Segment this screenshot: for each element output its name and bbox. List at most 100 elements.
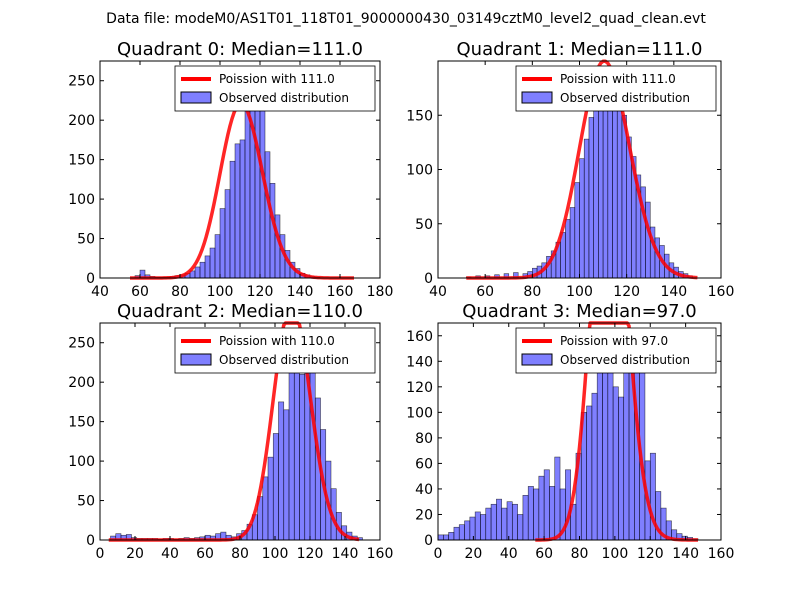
x-tick-label: 140 (287, 284, 314, 300)
histogram-bar (607, 82, 613, 279)
x-tick-label: 0 (434, 546, 443, 562)
axes: 0 20 40 60 80 100 120 140 160 0 20 40 60 80 100 120 140 1… (406, 322, 735, 562)
y-tick-label: 120 (406, 380, 433, 396)
y-tick-label: 100 (68, 192, 95, 208)
histogram-bar (464, 520, 471, 541)
histogram-bar (309, 346, 316, 541)
figure-suptitle: Data file: modeM0/AS1T01_118T01_90000004… (106, 11, 706, 27)
histogram-bar (522, 495, 529, 541)
histogram-bar (485, 507, 492, 541)
panel-quadrant-0: Quadrant 0: Median=111.0 40 60 80 100 120 140… (68, 39, 393, 300)
legend-label-observed: Observed distribution (560, 353, 690, 367)
x-tick-label: 100 (566, 284, 593, 300)
x-tick-label: 60 (476, 284, 494, 300)
axes-frame (99, 60, 381, 279)
x-tick-label: 80 (571, 546, 589, 562)
histogram-bar (490, 503, 497, 541)
histogram-bar (549, 486, 556, 541)
x-tick-label: 40 (161, 546, 179, 562)
legend-label-observed: Observed distribution (219, 91, 349, 105)
y-tick-label: 50 (415, 217, 433, 233)
y-tick-label: 200 (68, 375, 95, 391)
panel-quadrant-1: Quadrant 1: Median=111.0 40 60 80 100 120 140… (406, 39, 734, 300)
panel-quadrant-2: Quadrant 2: Median=110.0 0 20 40 60 80 100 120… (68, 301, 393, 562)
x-tick-label: 60 (535, 546, 553, 562)
histogram-bar (583, 138, 590, 279)
y-tick-label: 0 (86, 271, 95, 287)
histogram-bar (496, 498, 502, 541)
histogram-bar (443, 534, 449, 541)
x-tick-label: 160 (708, 284, 735, 300)
histogram-bar (579, 158, 585, 279)
panel-quadrant-3: Quadrant 3: Median=97.0 0 20 40 60 80 100 120 1… (406, 301, 734, 562)
x-tick-label: 40 (500, 546, 518, 562)
histogram-bar (283, 409, 290, 541)
histogram-bar (586, 405, 593, 541)
x-tick-label: 160 (327, 284, 354, 300)
histogram-bar (453, 526, 460, 541)
legend-label-poisson: Poission with 111.0 (219, 72, 335, 86)
histogram-bar (458, 524, 465, 541)
axes: 0 20 40 60 80 100 120 140 160 0 50 100 150 200 250 (68, 322, 394, 562)
panel-title: Quadrant 1: Median=111.0 (457, 39, 703, 60)
histogram-bar (506, 501, 513, 541)
histogram-bar (480, 514, 487, 541)
legend-label-observed: Observed distribution (219, 353, 349, 367)
histogram-bar (612, 93, 618, 279)
legend-patch-swatch (180, 91, 212, 104)
histogram-bar (262, 476, 269, 541)
histogram-bar (264, 151, 271, 279)
y-tick-label: 200 (68, 113, 95, 129)
x-tick-label: 20 (126, 546, 144, 562)
histogram-bar (501, 507, 508, 541)
x-tick-label: 80 (523, 284, 541, 300)
x-tick-label: 140 (660, 284, 687, 300)
x-tick-label: 60 (196, 546, 214, 562)
histogram-bar (574, 182, 580, 279)
y-tick-label: 0 (424, 271, 433, 287)
y-tick-label: 150 (68, 153, 95, 169)
x-tick-label: 40 (429, 284, 447, 300)
x-tick-label: 40 (91, 284, 109, 300)
legend: Poission with 111.0 Observed distributio… (515, 65, 717, 112)
histogram-bar (199, 261, 206, 279)
y-tick-label: 80 (415, 431, 433, 447)
x-tick-label: 60 (131, 284, 149, 300)
histogram-bar (533, 488, 540, 541)
panel-title: Quadrant 0: Median=111.0 (117, 39, 363, 60)
legend-patch-swatch (180, 353, 212, 366)
x-tick-label: 80 (231, 546, 249, 562)
legend: Poission with 110.0 Observed distributio… (174, 327, 376, 374)
y-tick-label: 20 (415, 507, 433, 523)
histogram-bar (618, 396, 625, 541)
panel-title: Quadrant 3: Median=97.0 (462, 301, 697, 322)
histogram-bar (278, 401, 285, 541)
histogram-bar (437, 534, 444, 541)
y-tick-label: 150 (406, 108, 433, 124)
histogram-bar (612, 386, 619, 541)
x-tick-label: 100 (602, 546, 629, 562)
histogram-bar (538, 475, 545, 541)
legend-label-observed: Observed distribution (560, 91, 690, 105)
y-tick-label: 0 (424, 533, 433, 549)
legend-patch-swatch (521, 353, 553, 366)
histogram-bar (219, 208, 226, 279)
histogram-bar (593, 95, 599, 279)
y-tick-label: 50 (77, 232, 95, 248)
x-tick-label: 160 (708, 546, 735, 562)
histogram-bar (596, 360, 603, 541)
y-tick-label: 140 (406, 354, 433, 370)
legend-patch-swatch (521, 91, 553, 104)
histogram-bar (267, 456, 274, 541)
histogram-bar (616, 104, 623, 279)
x-tick-label: 160 (367, 546, 394, 562)
histogram-bar (607, 367, 614, 541)
y-tick-label: 100 (406, 163, 433, 179)
x-tick-label: 20 (464, 546, 482, 562)
histogram-bar (554, 456, 561, 541)
histogram-bar (288, 354, 295, 541)
histogram-bar (560, 232, 566, 279)
axes: 40 60 80 100 120 140 160 0 50 100 150 (406, 60, 735, 300)
panel-title: Quadrant 2: Median=110.0 (117, 301, 363, 322)
y-tick-label: 250 (68, 74, 95, 90)
